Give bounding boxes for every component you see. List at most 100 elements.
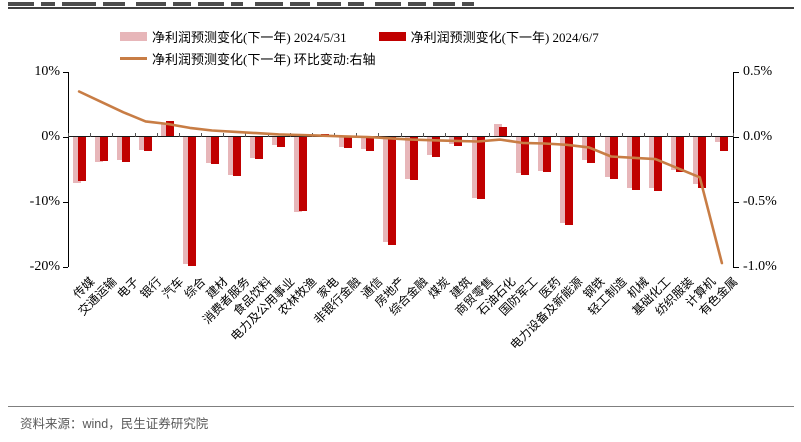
bar-2024-05-31 (604, 137, 613, 178)
left-axis-tick (63, 72, 68, 74)
bar-2024-06-07 (77, 137, 86, 182)
bar-2024-05-31 (72, 137, 81, 184)
bar-2024-06-07 (299, 137, 308, 212)
bar-2024-06-07 (99, 137, 108, 162)
mom-change-line (77, 90, 724, 265)
left-axis-tick (63, 267, 68, 269)
clipped-title-remnant (8, 2, 794, 7)
plot-area (68, 72, 733, 267)
zero-line-category-tick (90, 133, 92, 137)
bar-2024-06-07 (144, 137, 153, 152)
bar-2024-05-31 (715, 137, 724, 143)
legend-item-prev-date: 净利润预测变化(下一年) 2024/5/31 (120, 27, 347, 46)
right-axis-tick-label: -1.0% (743, 259, 777, 274)
bar-2024-05-31 (382, 137, 391, 243)
legend-item-mom-line: 净利润预测变化(下一年) 环比变动:右轴 (120, 49, 376, 68)
zero-line-category-tick (156, 133, 158, 137)
bar-2024-06-07 (432, 137, 441, 157)
legend-label: 净利润预测变化(下一年) 环比变动:右轴 (152, 51, 376, 67)
zero-line-category-tick (378, 133, 380, 137)
bar-2024-05-31 (249, 137, 258, 158)
bar-2024-06-07 (343, 137, 352, 149)
bar-2024-05-31 (360, 137, 369, 150)
zero-line-category-tick (400, 133, 402, 137)
bar-2024-05-31 (161, 124, 170, 137)
bar-2024-05-31 (626, 137, 635, 189)
bar-2024-05-31 (582, 137, 591, 161)
left-axis-tick-label: 10% (34, 64, 60, 79)
zero-line-category-tick (511, 133, 513, 137)
bar-2024-05-31 (205, 137, 214, 163)
chart-legend: 净利润预测变化(下一年) 2024/5/31 净利润预测变化(下一年) 2024… (120, 25, 631, 69)
zero-line-category-tick (245, 133, 247, 137)
bar-2024-06-07 (698, 137, 707, 189)
bar-2024-05-31 (338, 137, 347, 147)
bar-2024-06-07 (631, 137, 640, 191)
zero-line-category-tick (533, 133, 535, 137)
zero-line-category-tick (577, 133, 579, 137)
legend-label: 净利润预测变化(下一年) 2024/5/31 (152, 29, 347, 45)
right-axis-spine (733, 72, 735, 267)
zero-line-category-tick (600, 133, 601, 137)
bar-2024-05-31 (538, 137, 547, 172)
bar-2024-05-31 (648, 137, 657, 189)
x-axis-category-labels: 传媒 交通运输 电子 银行 汽车 综合 建材 消费者服务 食品饮料 电力及公用事业 农林牧渔 家电 非银… (68, 270, 741, 405)
bar-2024-06-07 (188, 137, 197, 267)
legend-item-curr-date: 净利润预测变化(下一年) 2024/6/7 (378, 27, 599, 46)
footer-divider (8, 406, 794, 407)
header-divider (8, 7, 794, 9)
bar-2024-05-31 (183, 137, 192, 265)
left-axis-tick (63, 202, 68, 204)
zero-line-category-tick (112, 133, 114, 137)
bar-2024-06-07 (365, 137, 374, 152)
bar-2024-06-07 (121, 137, 130, 163)
bar-2024-05-31 (94, 137, 103, 162)
right-axis-tick (733, 137, 739, 139)
bar-2024-06-07 (498, 126, 507, 137)
zero-line-category-tick (467, 133, 468, 137)
zero-line-category-tick (555, 133, 557, 137)
bar-2024-05-31 (515, 137, 524, 173)
source-note: 资料来源：wind，民生证券研究院 (20, 417, 209, 431)
zero-line-category-tick (489, 133, 491, 137)
bar-2024-06-07 (254, 137, 263, 160)
zero-line-category-tick (622, 133, 624, 137)
bar-2024-05-31 (227, 137, 236, 175)
bar-2024-05-31 (405, 137, 414, 179)
bar-2024-05-31 (272, 137, 281, 146)
zero-line-category-tick (201, 133, 202, 137)
bar-2024-05-31 (139, 137, 148, 150)
right-axis-tick-label: 0.5% (743, 64, 773, 79)
right-axis-tick-label: -0.5% (743, 194, 777, 209)
right-axis-tick (733, 202, 739, 204)
bar-2024-05-31 (116, 137, 125, 161)
bar-2024-05-31 (671, 137, 680, 171)
bar-2024-06-07 (587, 137, 596, 163)
bar-2024-06-07 (520, 137, 529, 175)
zero-line-category-tick (444, 133, 446, 137)
bar-2024-06-07 (676, 137, 685, 173)
right-axis-tick (733, 72, 739, 74)
left-axis-tick-label: 0% (41, 129, 60, 144)
left-axis-spine (68, 72, 70, 267)
bar-2024-05-31 (560, 137, 569, 224)
zero-line-category-tick (356, 133, 358, 137)
bar-2024-05-31 (693, 137, 702, 184)
zero-line-category-tick (666, 133, 668, 137)
orange-line-swatch (120, 56, 147, 60)
bar-2024-06-07 (543, 137, 552, 173)
bar-2024-06-07 (653, 137, 662, 191)
bar-2024-05-31 (493, 124, 502, 137)
zero-line-category-tick (644, 133, 646, 137)
zero-line-category-tick (178, 133, 180, 137)
zero-line-category-tick (68, 133, 69, 137)
left-axis-tick-label: -10% (29, 194, 60, 209)
left-axis-tick-label: -20% (29, 259, 60, 274)
zero-line-category-tick (223, 133, 225, 137)
legend-label: 净利润预测变化(下一年) 2024/6/7 (410, 29, 599, 45)
bar-2024-05-31 (427, 137, 436, 155)
bar-2024-06-07 (277, 137, 286, 148)
bar-2024-06-07 (720, 137, 729, 151)
bar-2024-06-07 (232, 137, 241, 176)
bar-2024-05-31 (294, 137, 303, 213)
